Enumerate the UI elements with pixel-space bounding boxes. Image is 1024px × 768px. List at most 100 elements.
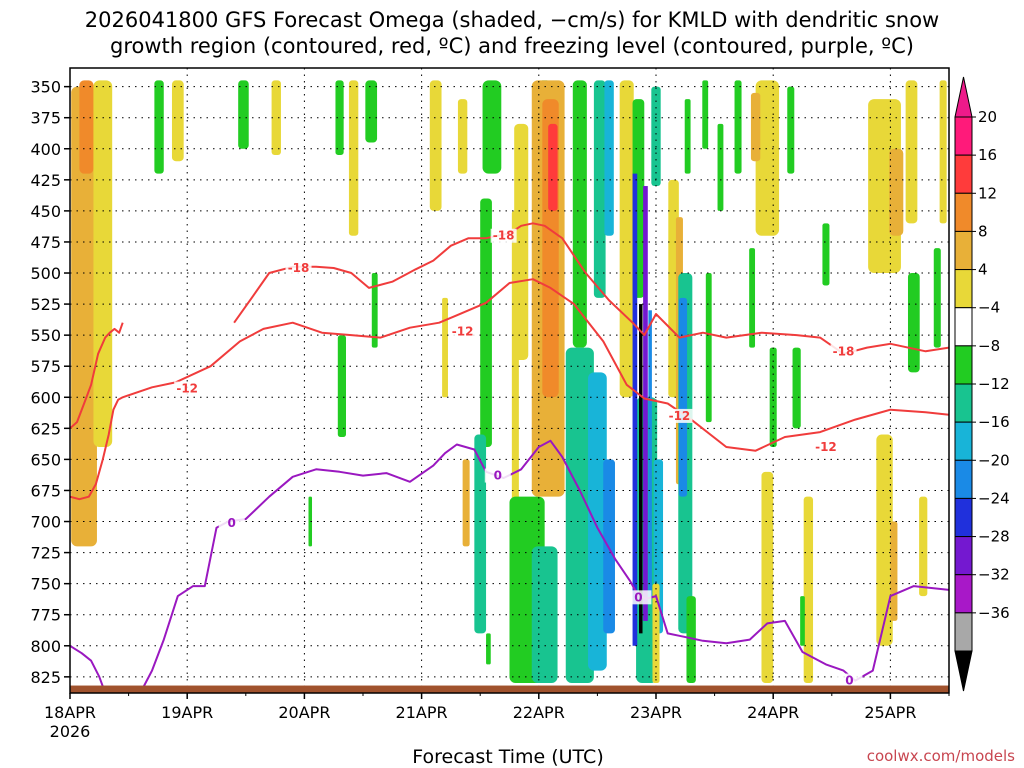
- omega-cell: [482, 80, 502, 174]
- omega-cell: [548, 123, 558, 211]
- contour-label-bg: [812, 439, 839, 454]
- omega-cell: [761, 471, 774, 684]
- omega-cell-extreme: [639, 304, 643, 634]
- y-tick-label: 475: [30, 233, 61, 252]
- omega-cell: [335, 80, 344, 155]
- y-tick-label: 425: [30, 171, 61, 190]
- colorbar-label: 8: [978, 222, 988, 240]
- colorbar-label: 12: [978, 184, 997, 202]
- y-tick-label: 675: [30, 481, 61, 500]
- contour-label: 0: [228, 516, 236, 530]
- x-tick-label: 20APR: [278, 703, 330, 722]
- omega-cell: [171, 80, 184, 162]
- omega-cell: [734, 80, 742, 174]
- omega-cell: [371, 273, 378, 348]
- omega-cell: [93, 80, 113, 447]
- y-tick-label: 400: [30, 140, 61, 159]
- omega-cell: [154, 80, 164, 174]
- colorbar-label: −28: [978, 528, 1010, 546]
- y-tick-label: 725: [30, 544, 61, 563]
- y-tick-label: 450: [30, 202, 61, 221]
- colorbar-swatch: [954, 421, 973, 461]
- omega-cell: [643, 186, 648, 621]
- omega-cell: [890, 521, 898, 621]
- omega-cell: [755, 80, 780, 236]
- contour-label-bg: [174, 381, 201, 396]
- contour-line: [233, 222, 949, 355]
- omega-cell: [271, 80, 281, 155]
- omega-cell: [486, 633, 491, 665]
- omega-cell: [514, 123, 529, 360]
- omega-cell: [905, 80, 918, 224]
- y-tick-label: 550: [30, 326, 61, 345]
- y-tick-label: 750: [30, 575, 61, 594]
- omega-cell: [604, 80, 614, 236]
- x-tick-label: 18APR: [44, 703, 96, 722]
- contour-label: -12: [815, 440, 837, 454]
- omega-cell: [572, 80, 587, 348]
- omega-cell: [457, 99, 468, 174]
- omega-cell: [787, 86, 795, 174]
- omega-cell: [919, 496, 928, 597]
- contour-line: [70, 644, 107, 693]
- colorbar-swatch: [954, 192, 973, 232]
- contour-line: [122, 278, 949, 452]
- omega-cell: [474, 434, 487, 634]
- contour-label: -18: [288, 261, 310, 275]
- terrain-strip: [70, 685, 949, 693]
- omega-cell: [939, 80, 947, 224]
- contour-label-bg: [666, 408, 693, 423]
- y-tick-label: 700: [30, 513, 61, 532]
- colorbar-swatch: [954, 612, 973, 652]
- omega-cell: [652, 583, 660, 684]
- colorbar-label: 16: [978, 146, 997, 164]
- y-tick-label: 825: [30, 668, 61, 687]
- colorbar-label: −20: [978, 451, 1010, 469]
- credit-text: coolwx.com/models: [867, 747, 1015, 765]
- omega-cell: [365, 80, 378, 143]
- contour-line: [70, 396, 124, 501]
- x-tick-label: 24APR: [747, 703, 799, 722]
- colorbar-swatch: [954, 154, 973, 194]
- axes: 350 375 400 425 450 475 500 525 550 575 600 625 650 6…: [30, 67, 950, 741]
- contour-label-bg: [625, 590, 652, 605]
- y-tick-label: 350: [30, 78, 61, 97]
- omega-cell: [800, 596, 805, 646]
- omega-cell: [933, 248, 941, 348]
- colorbar-label: −4: [978, 299, 1000, 317]
- omega-cell: [684, 99, 691, 174]
- omega-cell: [702, 80, 709, 149]
- contour-label-bg: [490, 228, 517, 243]
- omega-cell: [619, 80, 634, 398]
- colorbar-label: −36: [978, 604, 1010, 622]
- colorbar-swatch: [954, 459, 973, 499]
- omega-cell: [717, 123, 724, 211]
- colorbar-label: −12: [978, 375, 1010, 393]
- contour-label-bg: [484, 468, 511, 483]
- x-tick-label: 21APR: [396, 703, 448, 722]
- contour-label: -12: [669, 409, 691, 423]
- omega-cell: [565, 347, 594, 684]
- omega-cell: [308, 496, 313, 547]
- contour-label-bg: [285, 261, 312, 276]
- colorbar: 20 16 12 8 4 −4 −8 −12 −16 −20 −24 −28 −32 −36: [954, 76, 1010, 692]
- plot-frame: [69, 67, 950, 694]
- omega-cell: [889, 148, 904, 236]
- omega-cell: [749, 248, 756, 348]
- colorbar-swatch: [954, 230, 973, 271]
- colorbar-swatch: [954, 497, 973, 538]
- colorbar-label: −8: [978, 337, 1000, 355]
- colorbar-under-arrow: [954, 650, 973, 692]
- colorbar-label: −24: [978, 489, 1010, 507]
- colorbar-label: 4: [978, 261, 988, 279]
- y-tick-label: 500: [30, 264, 61, 283]
- contour-label-bg: [218, 515, 245, 530]
- x-year-label: 2026: [50, 722, 91, 741]
- omega-cell: [429, 80, 442, 211]
- colorbar-swatch: [954, 536, 973, 576]
- contour-label-bg: [449, 324, 476, 339]
- x-axis-label: Forecast Time (UTC): [412, 746, 603, 768]
- x-tick-label: 25APR: [864, 703, 916, 722]
- contour-label: -12: [176, 382, 198, 396]
- contour-label: 0: [845, 674, 853, 688]
